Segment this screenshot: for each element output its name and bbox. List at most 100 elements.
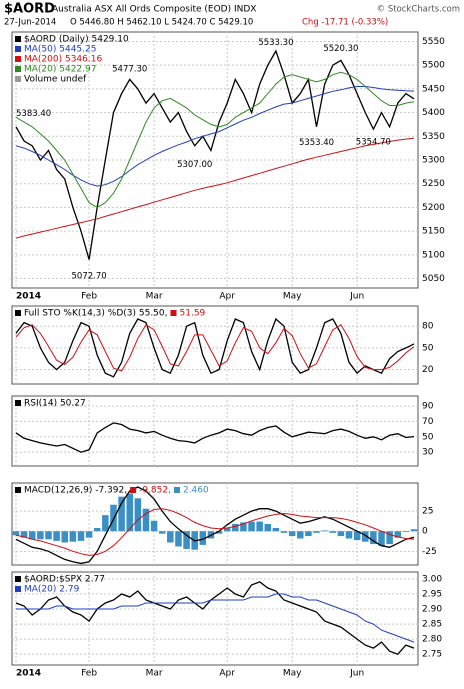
histogram-bar bbox=[45, 531, 52, 540]
price-annotation: 5354.70 bbox=[356, 138, 391, 148]
y-tick-label: 2.75 bbox=[422, 650, 442, 660]
legend-entry: MA(20) 5422.97 bbox=[24, 65, 96, 75]
panel-frame bbox=[11, 571, 419, 666]
histogram-bar bbox=[232, 524, 239, 532]
histogram-bar bbox=[167, 531, 174, 543]
histogram-bar bbox=[353, 531, 361, 541]
legend-entry: RSI(14) 50.27 bbox=[24, 399, 86, 409]
legend-entry: Full STO %K(14,3) %D(3) 55.50, bbox=[24, 309, 168, 319]
series-line bbox=[15, 137, 415, 239]
y-tick-label: -25 bbox=[422, 547, 437, 557]
panel-frame bbox=[11, 395, 419, 467]
price-annotation: 5353.40 bbox=[299, 138, 334, 148]
y-tick-label: 25 bbox=[422, 507, 433, 517]
legend-swatch bbox=[15, 46, 21, 52]
price-annotation: 5477.30 bbox=[112, 64, 147, 74]
y-tick-label: 3.00 bbox=[422, 574, 442, 584]
legend-swatch bbox=[15, 487, 21, 493]
x-tick-label: 2014 bbox=[16, 292, 41, 302]
histogram-bar bbox=[370, 531, 377, 545]
histogram-bar bbox=[288, 531, 296, 537]
histogram-bar bbox=[329, 531, 337, 533]
histogram-bar bbox=[215, 531, 223, 534]
histogram-bar bbox=[53, 531, 60, 541]
x-tick-label: Apr bbox=[219, 292, 235, 302]
ohlc: O 5446.80 H 5462.10 L 5424.70 C 5429.10 bbox=[70, 18, 253, 28]
source: © StockCharts.com bbox=[377, 5, 460, 15]
histogram-bar bbox=[394, 531, 402, 538]
histogram-bar bbox=[337, 531, 345, 537]
legend-swatch bbox=[15, 310, 21, 316]
y-tick-label: 5100 bbox=[422, 250, 445, 260]
legend-entry: MA(20) 2.79 bbox=[24, 585, 80, 595]
x-tick-label: 2014 bbox=[16, 669, 41, 679]
date: 27-Jun-2014 bbox=[4, 18, 56, 28]
y-tick-label: 50 bbox=[422, 432, 434, 442]
histogram-bar bbox=[272, 528, 280, 532]
histogram-bar bbox=[345, 531, 353, 539]
legend-entry: $AORD (Daily) 5429.10 bbox=[24, 35, 129, 45]
histogram-bar bbox=[77, 531, 85, 541]
legend-swatch bbox=[15, 400, 21, 406]
histogram-bar bbox=[69, 531, 77, 542]
panel-frame bbox=[11, 482, 419, 566]
histogram-bar bbox=[321, 530, 328, 532]
x-tick-label: Apr bbox=[219, 669, 235, 679]
histogram-bar bbox=[118, 496, 125, 532]
histogram-bar bbox=[280, 531, 288, 533]
y-tick-label: 5200 bbox=[422, 203, 445, 213]
series-line bbox=[16, 593, 415, 643]
y-tick-label: 5300 bbox=[422, 156, 445, 166]
y-tick-label: 5550 bbox=[422, 37, 445, 47]
legend-entry: 51.59 bbox=[180, 309, 206, 319]
y-tick-label: 70 bbox=[422, 417, 434, 427]
histogram-bar bbox=[410, 529, 418, 532]
histogram-bar bbox=[126, 493, 133, 532]
series-line bbox=[15, 422, 415, 453]
y-tick-label: 50 bbox=[422, 343, 434, 353]
legend-swatch bbox=[130, 487, 137, 493]
legend-swatch bbox=[15, 36, 21, 42]
price-annotation: 5533.30 bbox=[258, 38, 293, 48]
histogram-bar bbox=[12, 531, 20, 536]
series-line bbox=[15, 86, 415, 187]
y-tick-label: 90 bbox=[422, 402, 434, 412]
histogram-bar bbox=[264, 524, 272, 532]
x-tick-label: Mar bbox=[146, 292, 163, 302]
y-tick-label: 5150 bbox=[422, 227, 445, 237]
x-tick-label: May bbox=[283, 669, 302, 679]
histogram-bar bbox=[240, 522, 247, 532]
histogram-bar bbox=[297, 531, 304, 539]
histogram-bar bbox=[183, 531, 190, 549]
price-annotation: 5520.30 bbox=[323, 44, 358, 54]
y-tick-label: 80 bbox=[422, 322, 434, 332]
series-line bbox=[15, 486, 415, 565]
histogram-bar bbox=[378, 531, 385, 546]
legend-entry: MA(200) 5346.16 bbox=[24, 55, 102, 65]
y-tick-label: 2.90 bbox=[422, 605, 442, 615]
histogram-bar bbox=[305, 531, 312, 537]
y-tick-label: 5500 bbox=[422, 61, 445, 71]
histogram-bar bbox=[223, 528, 231, 532]
x-tick-label: May bbox=[283, 292, 302, 302]
y-tick-label: 2.80 bbox=[422, 635, 442, 645]
y-tick-label: 5450 bbox=[422, 84, 445, 94]
y-tick-label: 0 bbox=[422, 527, 428, 537]
histogram-bar bbox=[402, 531, 410, 533]
legend-entry: MA(50) 5445.25 bbox=[24, 45, 96, 55]
legend-swatch bbox=[170, 310, 177, 316]
series-line bbox=[15, 581, 415, 655]
histogram-bar bbox=[158, 531, 166, 534]
legend-swatch bbox=[15, 66, 21, 72]
histogram-bar bbox=[134, 498, 142, 532]
histogram-bar bbox=[37, 531, 44, 540]
y-tick-label: 5050 bbox=[422, 274, 445, 284]
histogram-bar bbox=[313, 531, 320, 533]
histogram-bar bbox=[102, 515, 109, 532]
price-annotation: 5307.00 bbox=[177, 160, 212, 170]
legend-swatch bbox=[15, 56, 21, 62]
histogram-bar bbox=[150, 520, 158, 532]
legend-entry: 2.460 bbox=[183, 486, 209, 496]
price-annotation: 5383.40 bbox=[16, 109, 51, 119]
